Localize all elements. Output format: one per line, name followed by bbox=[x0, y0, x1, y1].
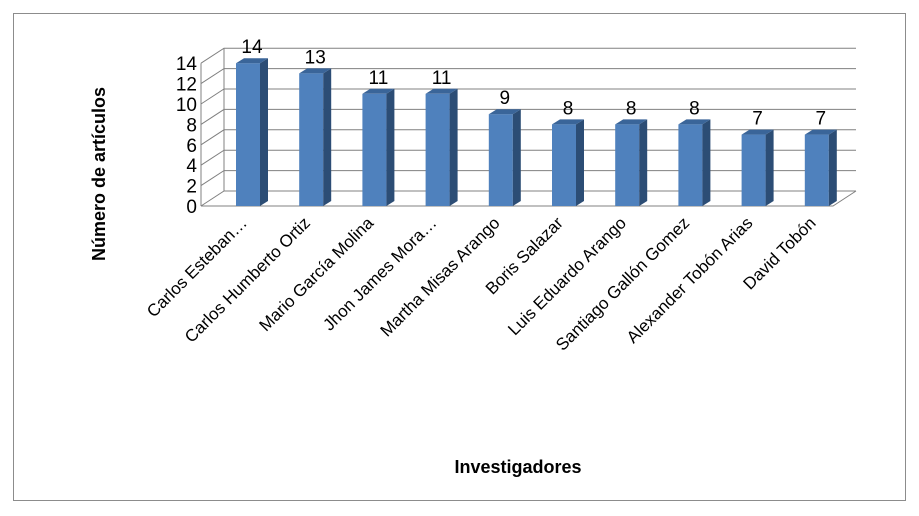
data-label: 8 bbox=[689, 98, 700, 119]
data-labels: 14 13 11 11 9 8 8 8 7 7 bbox=[241, 37, 826, 129]
y-tick-label: 2 bbox=[186, 177, 197, 198]
data-label: 7 bbox=[816, 109, 827, 130]
bar bbox=[678, 119, 711, 206]
x-tick-label: Alexander Tobón Arias bbox=[623, 213, 757, 347]
x-tick-label: Carlos Humberto Ortiz bbox=[181, 213, 314, 346]
data-label: 9 bbox=[500, 88, 511, 109]
x-tick-label: Mario García Molina bbox=[256, 213, 378, 335]
gridline bbox=[200, 47, 856, 64]
x-tick-label: Luis Eduardo Arango bbox=[504, 213, 630, 339]
bar bbox=[362, 88, 395, 206]
gridlines bbox=[200, 47, 857, 207]
y-tick-label: 0 bbox=[186, 197, 197, 218]
bar bbox=[552, 119, 584, 206]
data-label: 7 bbox=[752, 109, 763, 130]
bar bbox=[425, 88, 458, 206]
y-tick-label: 12 bbox=[176, 75, 197, 96]
bar bbox=[741, 129, 774, 206]
data-label: 13 bbox=[305, 47, 326, 68]
bar bbox=[488, 109, 521, 206]
data-label: 11 bbox=[369, 68, 389, 89]
x-tick-label: Jhon James Mora… bbox=[319, 213, 440, 334]
chart-frame: 0 2 4 6 8 10 12 14 14 13 11 11 9 8 8 8 7 7 Carlos Esteba… bbox=[13, 13, 906, 501]
y-tick-label: 14 bbox=[176, 54, 198, 75]
bar bbox=[804, 129, 837, 206]
x-axis-ticks: Carlos Esteban…Carlos Humberto OrtizMari… bbox=[143, 213, 819, 354]
axis-walls bbox=[200, 48, 857, 207]
data-label: 14 bbox=[241, 37, 263, 58]
x-axis-title: Investigadores bbox=[454, 457, 581, 477]
y-axis-title: Número de artículos bbox=[89, 87, 109, 261]
y-tick-label: 4 bbox=[186, 156, 197, 177]
data-label: 8 bbox=[563, 98, 574, 119]
bar bbox=[615, 119, 648, 206]
data-label: 8 bbox=[626, 98, 637, 119]
bar bbox=[299, 68, 332, 207]
bars bbox=[236, 58, 837, 207]
y-tick-label: 10 bbox=[176, 95, 197, 116]
data-label: 11 bbox=[432, 68, 452, 89]
y-tick-label: 8 bbox=[186, 115, 197, 136]
y-tick-label: 6 bbox=[186, 136, 197, 157]
x-tick-label: Martha Misas Arango bbox=[377, 213, 504, 340]
bar bbox=[236, 58, 268, 207]
